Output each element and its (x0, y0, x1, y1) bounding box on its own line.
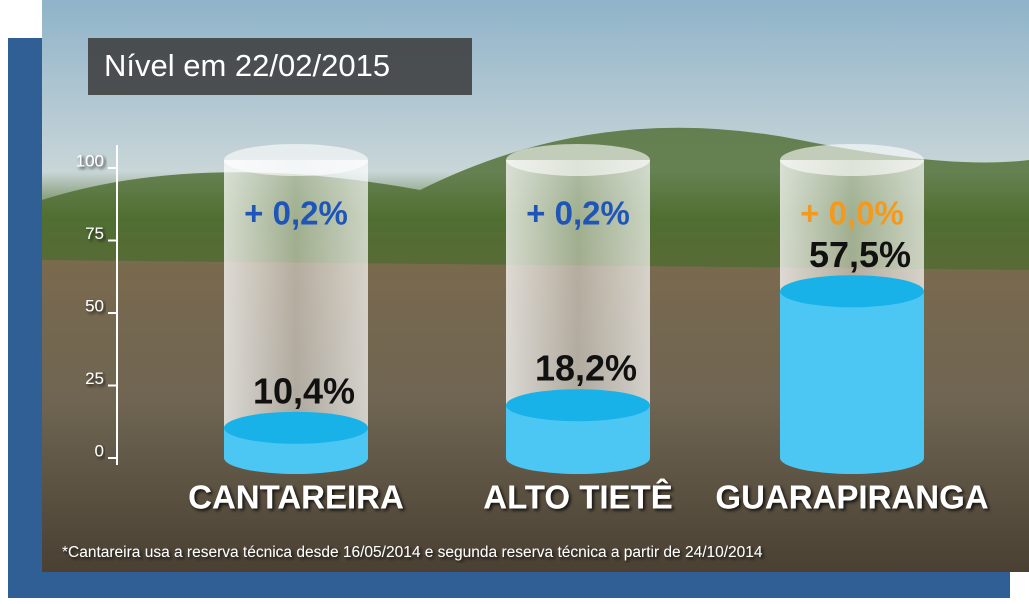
y-tick-label: 25 (85, 369, 104, 388)
value-label: 10,4% (253, 370, 355, 411)
water-surface (780, 275, 924, 308)
cylinder-top (506, 144, 650, 176)
cylinder-top (224, 144, 368, 176)
water (780, 291, 924, 458)
value-label: 18,2% (535, 348, 637, 389)
category-label: CANTAREIRA (188, 479, 404, 516)
y-tick-label: 100 (76, 151, 104, 170)
chart-title: Nível em 22/02/2015 (104, 48, 390, 83)
y-tick-label: 0 (95, 441, 104, 460)
cylinder-glass (224, 160, 368, 458)
change-label: + 0,2% (526, 195, 630, 232)
water-surface (506, 389, 650, 422)
y-tick-label: 50 (85, 296, 104, 315)
value-label: 57,5% (809, 234, 911, 275)
water-surface (224, 411, 368, 444)
cylinder-top (780, 144, 924, 176)
title-box (88, 38, 472, 95)
category-label: GUARAPIRANGA (715, 479, 988, 516)
change-label: + 0,2% (244, 195, 348, 232)
footnote: *Cantareira usa a reserva técnica desde … (62, 544, 763, 561)
category-label: ALTO TIETÊ (483, 479, 672, 516)
change-label: + 0,0% (800, 195, 904, 232)
y-tick-label: 75 (85, 224, 104, 243)
